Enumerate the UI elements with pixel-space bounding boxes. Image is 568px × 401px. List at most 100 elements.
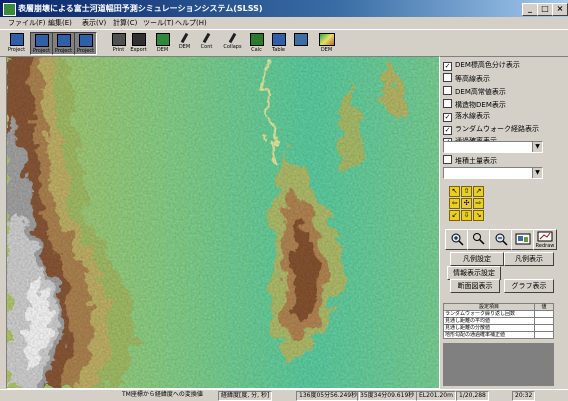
pan-down-right-button[interactable]: ↘ bbox=[473, 210, 484, 221]
table-cell[interactable] bbox=[534, 310, 554, 318]
zoom-out-icon bbox=[495, 233, 508, 246]
pan-left-button[interactable]: ⇦ bbox=[449, 198, 460, 209]
info-setting-button[interactable]: 情報表示設定 bbox=[447, 266, 501, 280]
checkbox-checked-icon[interactable]: ✓ bbox=[443, 126, 452, 135]
sediment-combo[interactable]: ▼ bbox=[443, 167, 543, 179]
toolbar-button-2[interactable]: Project bbox=[30, 32, 53, 55]
toolbar-button-label: DEM bbox=[320, 47, 333, 53]
toolbar-button-12[interactable]: Table bbox=[268, 32, 289, 53]
redraw-button[interactable]: Redraw bbox=[533, 229, 557, 250]
check-layer-3[interactable]: DEM高常値表示 bbox=[443, 86, 506, 96]
checkbox-icon[interactable] bbox=[443, 155, 452, 164]
checkbox-icon[interactable] bbox=[443, 86, 452, 95]
table-empty-area bbox=[443, 343, 554, 386]
menu-edit[interactable]: 編集(E) bbox=[48, 19, 72, 27]
status-format: 経緯度[度, 分, 秒] bbox=[218, 391, 273, 401]
minimize-button[interactable]: _ bbox=[522, 3, 538, 16]
status-elevation: EL201.20m bbox=[416, 391, 456, 401]
check-layer-4[interactable]: 構造物DEM表示 bbox=[443, 99, 506, 109]
menu-file[interactable]: ファイル(F) bbox=[8, 19, 46, 27]
toolbar-button-1[interactable]: Project bbox=[6, 32, 27, 53]
toolbar-button-11[interactable]: Calc bbox=[246, 32, 267, 53]
toolbar-button-10[interactable]: Collaps bbox=[222, 32, 243, 53]
status-longitude: 136度05分56.249秒 bbox=[296, 391, 361, 401]
menu-view[interactable]: 表示(V) bbox=[82, 19, 107, 27]
menu-bar: ファイル(F) 編集(E) 表示(V) 計算(C) ツール(T) ヘルプ(H) bbox=[0, 17, 568, 29]
menu-tools[interactable]: ツール(T) bbox=[143, 19, 174, 27]
checkbox-icon[interactable] bbox=[443, 99, 452, 108]
table-row[interactable]: 見通し距離の分散値 bbox=[443, 324, 554, 332]
toolbar-button-4[interactable]: Project bbox=[74, 32, 97, 55]
toolbar-button-label: Project bbox=[54, 48, 73, 54]
toolbar-button-14[interactable]: DEM bbox=[316, 32, 337, 53]
maximize-button[interactable]: □ bbox=[537, 3, 553, 16]
hand-zoom-icon bbox=[472, 233, 485, 245]
check-layer-2[interactable]: 等高線表示 bbox=[443, 73, 490, 83]
status-latitude: 35度34分09.619秒 bbox=[357, 391, 418, 401]
toolbar-button-label: DEM bbox=[178, 44, 191, 50]
probability-combo[interactable]: ▼ bbox=[443, 141, 543, 153]
zoom-in-icon bbox=[451, 233, 464, 246]
pan-up-button[interactable]: ⇧ bbox=[461, 186, 472, 197]
zoom-in-button[interactable] bbox=[445, 229, 468, 250]
pan-tool-button[interactable] bbox=[467, 229, 490, 250]
toolbar-button-5[interactable]: Print bbox=[108, 32, 129, 53]
table-row[interactable]: 見通し距離の平均値 bbox=[443, 317, 554, 325]
toolbar-button-label: Project bbox=[76, 48, 95, 54]
menu-calc[interactable]: 計算(C) bbox=[113, 19, 138, 27]
check-label: ランダムウォーク経路表示 bbox=[455, 125, 539, 133]
graph-show-button[interactable]: グラフ表示 bbox=[504, 279, 554, 293]
redraw-label: Redraw bbox=[535, 243, 555, 249]
full-extent-button[interactable] bbox=[511, 229, 534, 250]
toolbar-button-9[interactable]: Cont bbox=[196, 32, 217, 53]
checkbox-checked-icon[interactable]: ✓ bbox=[443, 62, 452, 71]
toolbar-button-7[interactable]: DEM bbox=[152, 32, 173, 53]
table-cell: 見通し距離の平均値 bbox=[443, 317, 535, 325]
table-header: 値 bbox=[534, 303, 554, 311]
pen-icon bbox=[202, 32, 211, 44]
status-bar: TM座標から経緯度への変換値 経緯度[度, 分, 秒] 136度05分56.24… bbox=[0, 389, 568, 401]
pan-up-right-button[interactable]: ↗ bbox=[473, 186, 484, 197]
status-scale: 1/20,288 bbox=[456, 391, 489, 401]
table-cell[interactable] bbox=[534, 324, 554, 332]
pan-center-button[interactable]: ✣ bbox=[461, 198, 472, 209]
legend-show-button[interactable]: 凡例表示 bbox=[504, 252, 554, 266]
elevation-map[interactable] bbox=[7, 57, 439, 388]
checkbox-checked-icon[interactable]: ✓ bbox=[443, 113, 452, 122]
chevron-down-icon[interactable]: ▼ bbox=[532, 142, 542, 152]
menu-help[interactable]: ヘルプ(H) bbox=[175, 19, 207, 27]
pan-up-left-button[interactable]: ↖ bbox=[449, 186, 460, 197]
toolbar-button-6[interactable]: Export bbox=[128, 32, 149, 53]
table-cell[interactable] bbox=[534, 317, 554, 325]
toolbar-button-8[interactable]: DEM bbox=[174, 32, 195, 53]
check-layer-5[interactable]: ✓ 落水線表示 bbox=[443, 111, 490, 122]
check-sediment[interactable]: 堆積土量表示 bbox=[443, 155, 497, 165]
check-layer-6[interactable]: ✓ ランダムウォーク経路表示 bbox=[443, 124, 539, 135]
close-button[interactable]: × bbox=[552, 3, 568, 16]
check-layer-1[interactable]: ✓ DEM標高色分け表示 bbox=[443, 60, 520, 71]
pan-down-left-button[interactable]: ↙ bbox=[449, 210, 460, 221]
map-view[interactable] bbox=[6, 56, 440, 389]
section-show-button[interactable]: 断面図表示 bbox=[450, 279, 500, 293]
checkbox-icon[interactable] bbox=[443, 73, 452, 82]
project-icon bbox=[78, 34, 93, 47]
legend-setting-button[interactable]: 凡例設定 bbox=[450, 252, 504, 266]
pen-icon bbox=[180, 32, 189, 44]
pan-right-button[interactable]: ⇨ bbox=[473, 198, 484, 209]
table-row[interactable]: ランダムウォーク繰り返し回数 bbox=[443, 310, 554, 318]
toolbar-button-3[interactable]: Project bbox=[52, 32, 75, 55]
toolbar-button-label: DEM bbox=[156, 47, 169, 53]
toolbar-button-label: Project bbox=[7, 47, 26, 53]
table-cell[interactable] bbox=[534, 331, 554, 339]
check-label: DEM標高色分け表示 bbox=[455, 61, 520, 69]
project-icon bbox=[56, 34, 71, 47]
table-row[interactable]: 地形勾配の通過確率補正値 bbox=[443, 331, 554, 339]
pan-down-button[interactable]: ⇩ bbox=[461, 210, 472, 221]
project-icon bbox=[9, 33, 24, 46]
redraw-icon bbox=[537, 231, 553, 242]
zoom-out-button[interactable] bbox=[489, 229, 512, 250]
toolbar-button-13[interactable] bbox=[290, 32, 311, 53]
chevron-down-icon[interactable]: ▼ bbox=[532, 168, 542, 178]
check-label: 等高線表示 bbox=[455, 75, 490, 83]
table-header: 設定項目 bbox=[443, 303, 535, 311]
